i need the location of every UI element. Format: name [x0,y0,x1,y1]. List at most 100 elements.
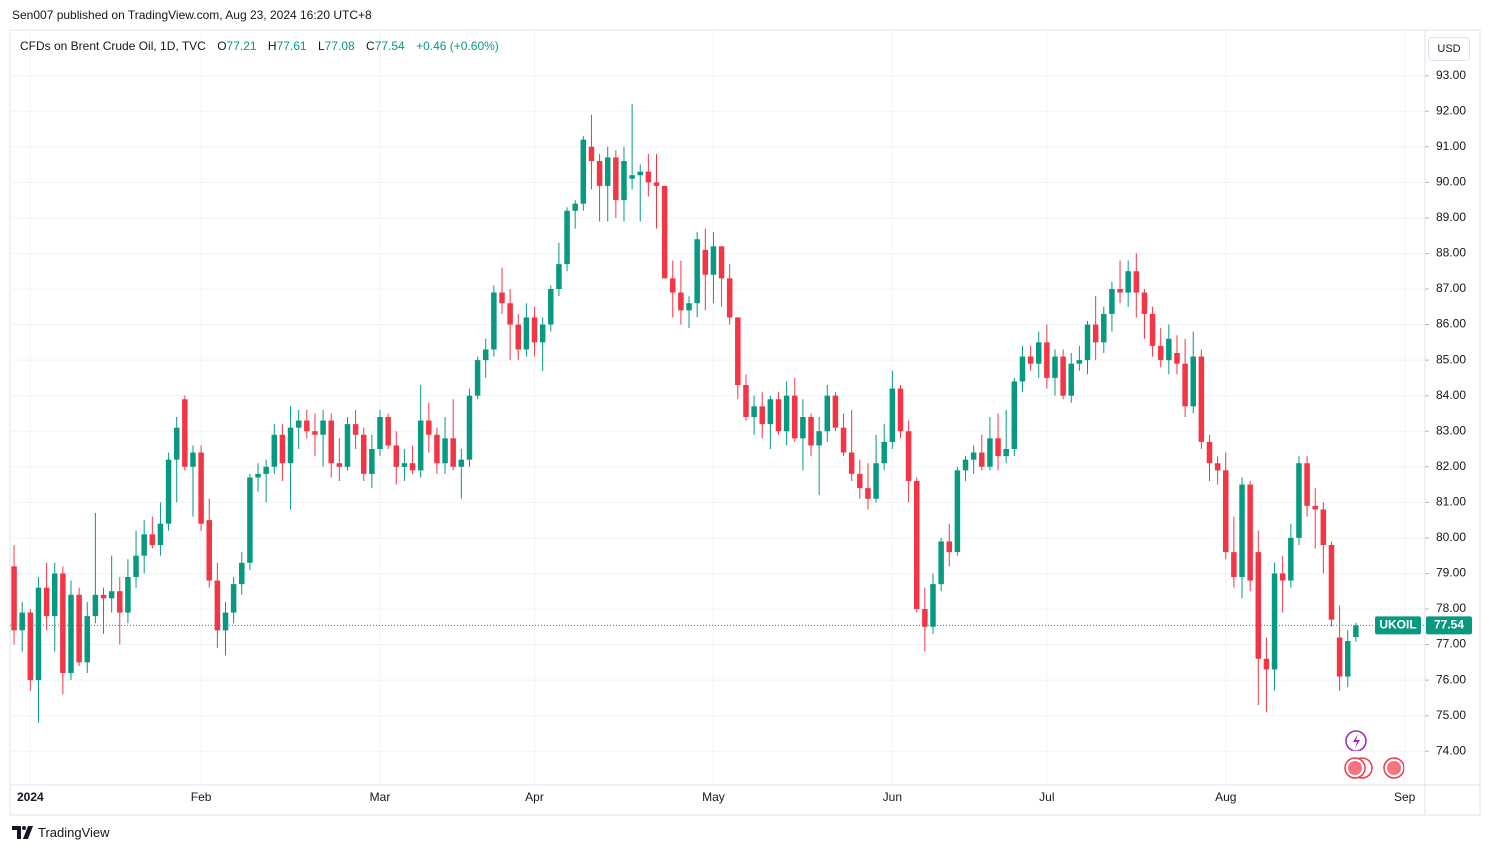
y-tick-label: 86.00 [1436,317,1466,331]
candle-body [295,420,302,428]
y-tick-label: 90.00 [1436,175,1466,189]
y-tick-label: 91.00 [1436,139,1466,153]
candle-body [1076,360,1083,364]
ohlc-value: 77.61 [276,39,307,53]
candle-body [1336,637,1343,677]
candle-body [165,459,172,524]
x-tick-label: 2024 [17,790,44,804]
candle-body [1304,463,1310,506]
candle-body [653,182,660,186]
candle-body [548,289,554,325]
candle-body [1157,345,1164,361]
candle-body [247,477,253,563]
candle-body [897,388,904,432]
candle-body [466,395,473,460]
candle-body [824,395,831,432]
candle-body [767,399,774,425]
candle-body [987,438,993,467]
currency-button[interactable]: USD [1428,37,1470,61]
candle-body [670,278,676,293]
candle-body [157,523,164,545]
candle-body [92,594,99,617]
candle-body [735,317,741,385]
candle-body [263,466,269,474]
y-tick-label: 85.00 [1436,352,1466,366]
candle-body [539,324,546,343]
y-tick-label: 79.00 [1436,566,1466,580]
candle-body [816,431,822,446]
y-tick-label: 88.00 [1436,246,1466,260]
candle-body [1109,289,1115,314]
change: +0.46 (+0.60%) [416,39,499,53]
event-icons [1344,730,1405,779]
grid [10,30,1425,785]
candle-body [865,488,871,499]
chart-frame [9,29,1481,816]
y-tick-label: 78.00 [1436,601,1466,615]
candle-body [1214,463,1221,471]
candle-body [1296,463,1302,538]
candle-body [1182,363,1188,407]
candle-body [125,577,131,613]
candle-body [312,431,318,435]
candle-body [702,249,709,275]
candle-body [320,420,326,435]
candle-body [970,452,977,460]
candle-body [678,292,684,311]
last-price-label: 77.54 [1434,618,1464,632]
candle-body [222,612,229,631]
ohlc-key: H [267,39,277,53]
candle-body [409,463,416,471]
candle-body [783,395,790,432]
candle-body [328,420,334,464]
candle-body [938,541,944,585]
event-icon [1348,761,1362,775]
x-tick-label: Mar [370,790,391,804]
candle-body [930,584,936,627]
candle-body [1263,658,1270,670]
candle-body [661,185,668,279]
y-tick-label: 76.00 [1436,672,1466,686]
candle-body [182,399,188,467]
candle-body [759,406,765,425]
candle-body [726,278,733,318]
candle-body [1035,342,1042,364]
y-tick-label: 92.00 [1436,103,1466,117]
candle-body [946,541,953,553]
y-tick-label: 77.00 [1436,637,1466,651]
candle-body [613,157,619,201]
candle-body [491,292,497,350]
y-tick-label: 75.00 [1436,708,1466,722]
candle-body [385,417,391,446]
candle-body [149,534,156,545]
candle-body [751,406,757,417]
candle-body [214,580,221,631]
x-tick-label: Jul [1039,790,1054,804]
candle-body [141,534,147,556]
candle-body [743,385,749,417]
candle-body [271,434,278,467]
candle-body [361,434,367,474]
candle-body [596,161,603,186]
candle-body [1174,353,1180,364]
candle-body [417,420,424,471]
candle-body [279,434,286,464]
candle-body [1133,271,1140,293]
candle-body [198,452,204,524]
candle-body [848,452,855,474]
x-tick-label: Apr [525,790,544,804]
candle-body [206,520,212,581]
candle-body [531,317,538,343]
candle-body [401,463,408,467]
candle-body [230,584,237,613]
candle-body [1231,552,1237,577]
candle-body [694,239,700,304]
candle-body [840,427,847,453]
candle-body [881,441,887,464]
y-tick-label: 84.00 [1436,388,1466,402]
candle-body [377,417,383,449]
candle-body [369,449,375,474]
y-tick-label: 83.00 [1436,423,1466,437]
